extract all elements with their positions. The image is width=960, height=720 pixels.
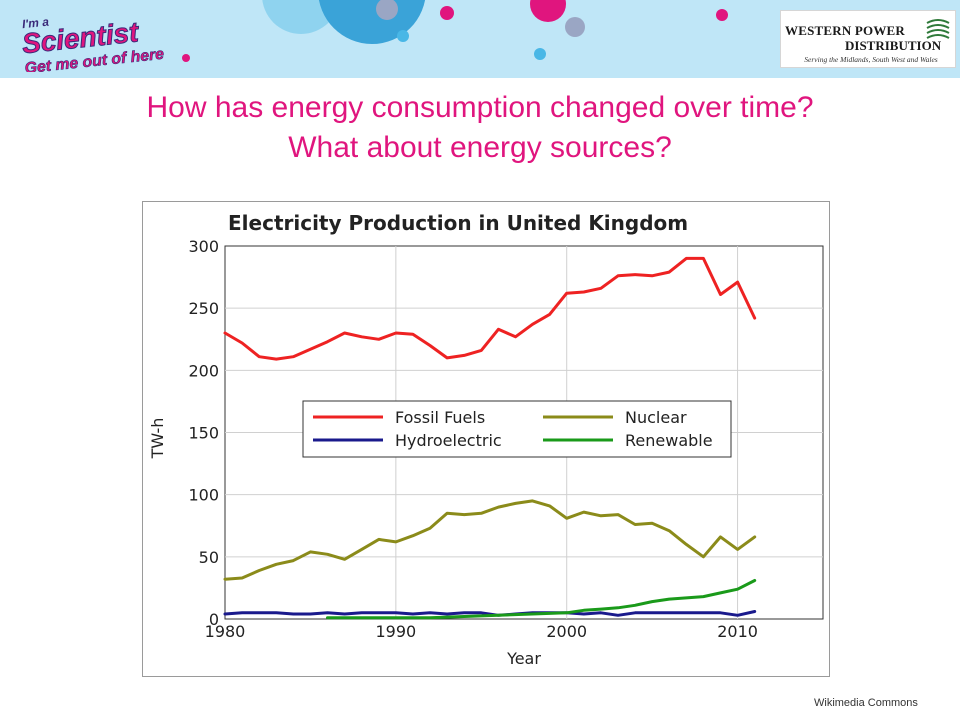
series-line-renewable: [326, 579, 757, 620]
slide-title-line2: What about energy sources?: [288, 131, 672, 164]
y-tick-label: 150: [188, 424, 219, 443]
legend-label-nuclear: Nuclear: [625, 408, 687, 427]
chart-title: Electricity Production in United Kingdom: [228, 211, 688, 235]
brand-line1: I'm a: [21, 15, 50, 32]
western-power-distribution-logo: WESTERN POWER DISTRIBUTION Serving the M…: [780, 10, 956, 68]
x-tick-label: 2000: [546, 622, 587, 641]
decorative-circle: [565, 17, 585, 37]
decorative-circle: [376, 0, 398, 20]
slide-title: How has energy consumption changed over …: [20, 88, 940, 168]
series-line-fossil-fuels: [223, 256, 757, 361]
legend-box: [302, 400, 732, 458]
slide-title-line1: How has energy consumption changed over …: [146, 91, 814, 124]
x-tick-label: 1990: [375, 622, 416, 641]
sponsor-name-line1: WESTERN POWER: [785, 23, 905, 38]
decorative-circle: [440, 6, 454, 20]
decorative-circle: [318, 0, 426, 44]
sponsor-tagline: Serving the Midlands, South West and Wal…: [804, 55, 938, 64]
x-axis-label: Year: [506, 649, 541, 668]
sponsor-mark-icon: [926, 19, 950, 39]
header-banner: I'm a Scientist Get me out of here WESTE…: [0, 0, 960, 78]
y-tick-label: 200: [188, 361, 219, 380]
image-credit: Wikimedia Commons: [814, 697, 918, 709]
legend-label-hydroelectric: Hydroelectric: [395, 431, 502, 450]
x-tick-label: 1980: [205, 622, 246, 641]
electricity-production-chart: Electricity Production in United Kingdom…: [148, 211, 824, 668]
y-tick-label: 100: [188, 486, 219, 505]
sponsor-name-line2: DISTRIBUTION: [845, 38, 942, 53]
y-tick-label: 300: [188, 237, 219, 256]
chart-frame: Electricity Production in United Kingdom…: [142, 201, 830, 677]
series-line-nuclear: [223, 499, 757, 581]
y-tick-label: 250: [188, 299, 219, 318]
x-tick-label: 2010: [717, 622, 758, 641]
y-tick-label: 50: [199, 548, 219, 567]
decorative-circle: [182, 54, 190, 62]
y-tick-label: 0: [209, 610, 219, 629]
y-axis-label: TW-h: [148, 418, 167, 460]
decorative-circle: [716, 9, 728, 21]
series-line-hydroelectric: [223, 610, 757, 617]
legend-label-fossil-fuels: Fossil Fuels: [395, 408, 485, 427]
decorative-circle: [530, 0, 566, 22]
im-a-scientist-logo: I'm a Scientist Get me out of here: [18, 6, 168, 72]
decorative-circle: [534, 48, 546, 60]
decorative-circle: [397, 30, 409, 42]
legend-label-renewable: Renewable: [625, 431, 713, 450]
